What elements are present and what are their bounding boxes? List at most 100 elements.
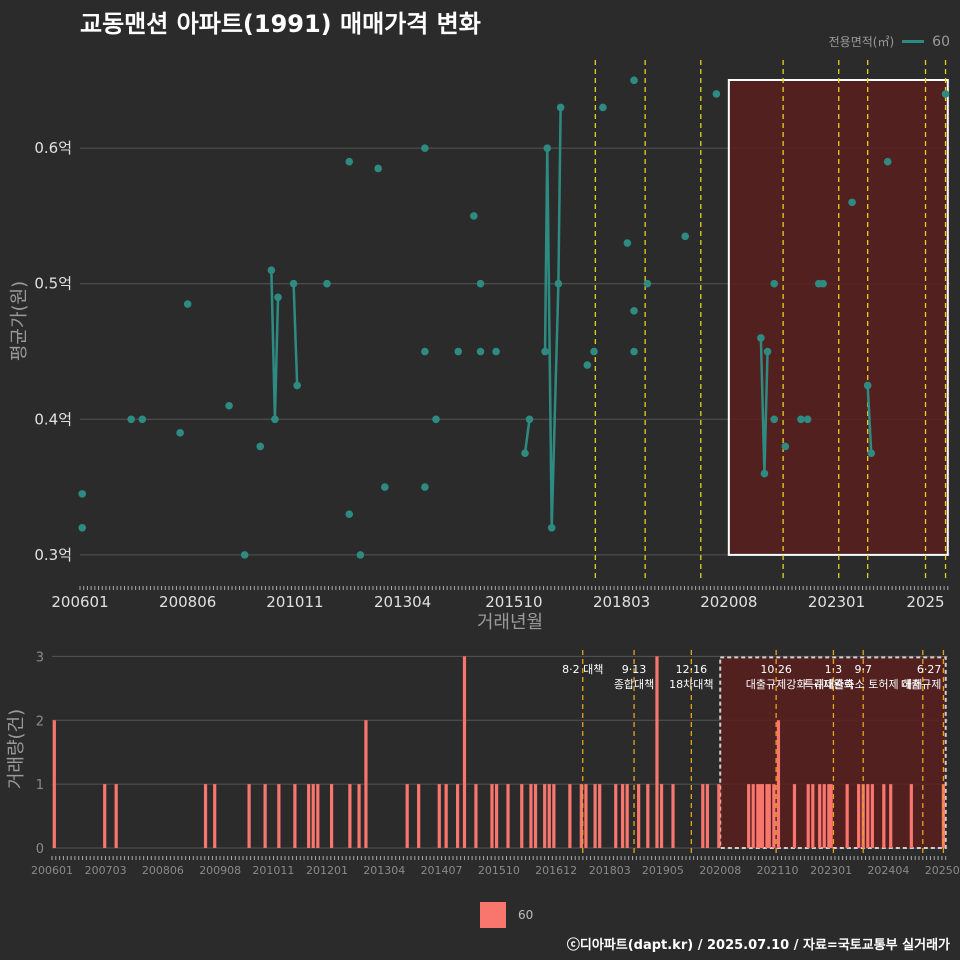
volume-bar bbox=[490, 784, 494, 848]
volume-bar bbox=[598, 784, 602, 848]
bar-x-tick-label: 201407 bbox=[421, 864, 463, 877]
bar-x-tick-label: 201803 bbox=[589, 864, 631, 877]
data-point bbox=[240, 551, 249, 559]
volume-bar bbox=[829, 784, 833, 848]
volume-bar bbox=[806, 784, 810, 848]
bar-x-tick-label: 201510 bbox=[478, 864, 520, 877]
data-point bbox=[176, 429, 184, 437]
volume-bar bbox=[547, 784, 551, 848]
event-label: 9·13 bbox=[622, 663, 647, 676]
legend-top: 전용면적(㎡) 60 bbox=[829, 33, 950, 50]
bar-y-axis-label: 거래량(건) bbox=[6, 709, 27, 789]
data-point bbox=[345, 510, 354, 519]
event-label: 대출규제 bbox=[901, 678, 941, 691]
data-point bbox=[374, 164, 382, 173]
volume-bar bbox=[203, 784, 208, 848]
data-point bbox=[470, 212, 478, 220]
volume-bar bbox=[529, 784, 533, 848]
data-point bbox=[267, 266, 276, 274]
volume-bar bbox=[213, 784, 217, 848]
volume-bar bbox=[889, 784, 893, 848]
volume-bar bbox=[307, 784, 311, 848]
x-tick-label: 201304 bbox=[374, 593, 431, 611]
data-point bbox=[225, 401, 233, 410]
x-tick-label: 202008 bbox=[700, 593, 757, 611]
data-point bbox=[476, 279, 485, 288]
data-point bbox=[381, 483, 389, 491]
bar-x-tick-label: 200601 bbox=[31, 864, 73, 877]
series-line-segment bbox=[866, 385, 873, 454]
data-point bbox=[541, 347, 549, 356]
series-line-segment bbox=[543, 107, 562, 528]
data-point bbox=[797, 415, 805, 424]
volume-bar bbox=[659, 784, 664, 848]
volume-bar bbox=[364, 720, 368, 848]
data-point bbox=[454, 347, 463, 356]
volume-bar bbox=[751, 784, 755, 848]
data-point bbox=[770, 279, 779, 288]
volume-bar bbox=[506, 784, 510, 848]
data-point bbox=[492, 347, 500, 356]
volume-bar bbox=[625, 784, 629, 848]
data-point bbox=[421, 483, 429, 491]
volume-bar bbox=[767, 784, 771, 848]
data-point bbox=[293, 381, 301, 390]
y-tick-label: 0.3억 bbox=[34, 546, 72, 564]
volume-bar bbox=[456, 784, 460, 848]
volume-bar bbox=[655, 656, 659, 848]
data-point bbox=[763, 347, 772, 356]
volume-bar bbox=[671, 784, 675, 848]
bar-x-tick-label: 201011 bbox=[252, 864, 294, 877]
volume-bar bbox=[103, 784, 107, 848]
volume-bar bbox=[579, 784, 583, 848]
event-label: 8·2 대책 bbox=[562, 663, 603, 676]
volume-bar bbox=[758, 784, 762, 848]
volume-bar bbox=[857, 784, 861, 848]
volume-bar bbox=[827, 784, 831, 848]
data-point bbox=[421, 144, 429, 152]
data-point bbox=[583, 361, 592, 369]
volume-bar bbox=[792, 784, 797, 848]
legend-title: 전용면적(㎡) bbox=[828, 35, 895, 49]
x-tick-label: 201011 bbox=[266, 593, 323, 611]
bar-x-tick-label: 201201 bbox=[306, 864, 348, 877]
data-point bbox=[421, 347, 429, 356]
bar-y-tick-label: 0 bbox=[36, 842, 44, 857]
volume-bar bbox=[717, 784, 721, 848]
volume-bar bbox=[584, 784, 588, 848]
volume-bar bbox=[909, 784, 913, 848]
volume-bar bbox=[614, 784, 618, 848]
event-label: 18차대책 bbox=[669, 678, 713, 691]
y-tick-label: 0.4억 bbox=[34, 410, 72, 428]
y-tick-label: 0.6억 bbox=[34, 139, 72, 157]
data-point bbox=[781, 442, 790, 451]
volume-bar bbox=[437, 784, 441, 848]
data-point bbox=[599, 103, 607, 112]
data-point bbox=[554, 279, 563, 288]
volume-bar bbox=[776, 720, 781, 848]
series-line-segment bbox=[523, 419, 531, 454]
x-tick-label: 2025 bbox=[906, 593, 944, 611]
event-label: 12·16 bbox=[676, 663, 708, 676]
data-point bbox=[476, 347, 485, 356]
y-axis-label: 평균가(원) bbox=[9, 281, 30, 361]
data-point bbox=[256, 442, 265, 451]
data-point bbox=[432, 415, 440, 424]
volume-bar bbox=[620, 784, 625, 848]
x-tick-label: 201510 bbox=[485, 593, 542, 611]
data-point bbox=[289, 279, 298, 288]
volume-bar bbox=[882, 784, 886, 848]
volume-bar bbox=[520, 784, 524, 848]
data-point bbox=[323, 279, 331, 288]
bar-x-tick-label: 201612 bbox=[535, 864, 577, 877]
volume-bar bbox=[474, 784, 478, 848]
data-point bbox=[803, 415, 812, 424]
data-point bbox=[78, 490, 87, 498]
event-label: 1·3 bbox=[825, 663, 843, 676]
data-point bbox=[271, 415, 279, 424]
event-label: 9·7 bbox=[854, 663, 872, 676]
volume-bar bbox=[552, 784, 556, 848]
bar-y-tick-label: 3 bbox=[36, 650, 44, 665]
x-tick-label: 200806 bbox=[159, 593, 216, 611]
data-point bbox=[274, 293, 282, 302]
